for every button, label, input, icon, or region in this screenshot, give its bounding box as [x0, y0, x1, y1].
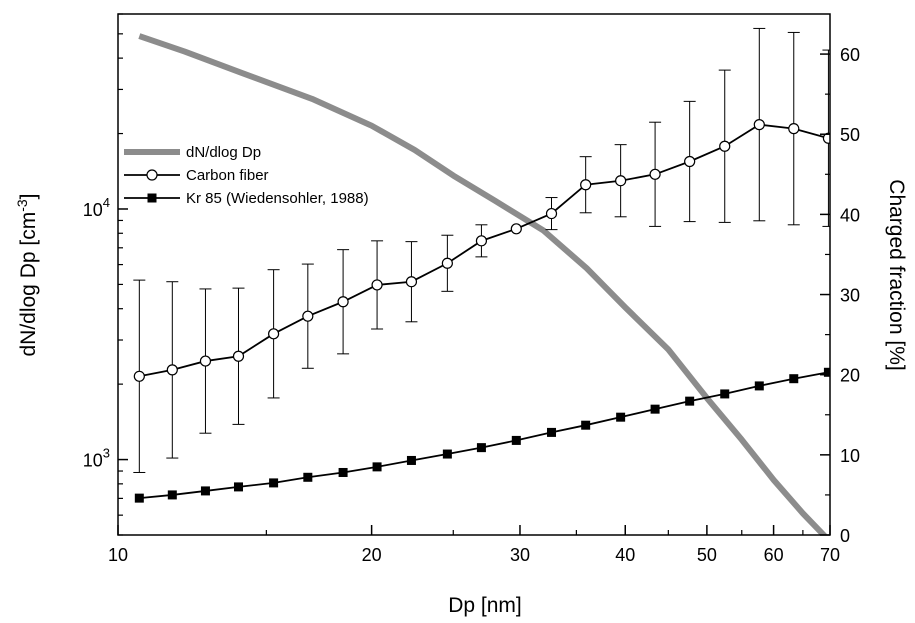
- data-point: [442, 449, 452, 459]
- series-carbon-fiber: [133, 27, 830, 473]
- y-left-tick-label: 104: [83, 195, 110, 220]
- data-point: [441, 257, 453, 269]
- legend-item: dN/dlog Dp: [124, 144, 261, 161]
- data-point: [475, 235, 488, 247]
- y-left-tick-exponent: 4: [103, 195, 110, 210]
- y-left-title-exponent: -3: [14, 199, 30, 212]
- y-left-title-main: dN/dlog Dp [cm: [17, 212, 40, 357]
- data-point: [580, 179, 592, 191]
- series-kr85: [134, 367, 830, 503]
- data-point: [269, 478, 279, 488]
- x-tick-label: 50: [697, 545, 717, 565]
- series-layer: [133, 27, 830, 535]
- data-point: [232, 350, 245, 362]
- data-point: [510, 223, 522, 235]
- legend-marker: [147, 193, 157, 203]
- data-point: [684, 155, 696, 168]
- data-point: [753, 119, 765, 131]
- y-left-axis-title: dN/dlog Dp [cm-3]: [14, 193, 40, 356]
- y-right-tick-label: 50: [840, 125, 860, 145]
- data-point: [720, 389, 730, 399]
- y-right-tick-label: 20: [840, 366, 860, 386]
- data-point: [166, 364, 178, 376]
- data-point: [547, 427, 557, 437]
- data-point: [303, 472, 313, 482]
- legend-label: dN/dlog Dp: [186, 144, 261, 161]
- legend: dN/dlog Dp Carbon fiber Kr 85 (Wiedensohle…: [124, 144, 369, 207]
- y-left-tick-exponent: 3: [103, 446, 110, 461]
- data-point: [337, 296, 349, 308]
- y-right-tick-label: 40: [840, 205, 860, 225]
- y-left-tick-base: 10: [83, 200, 103, 220]
- x-tick-label: 10: [108, 545, 128, 565]
- data-point: [372, 462, 382, 472]
- legend-label: Carbon fiber: [186, 167, 269, 184]
- data-point: [302, 310, 314, 322]
- series-line-dn-dlog-dp: [138, 33, 827, 535]
- y-right-tick-label: 30: [840, 286, 860, 306]
- data-point: [616, 412, 626, 422]
- data-point: [405, 276, 418, 288]
- x-tick-label: 60: [764, 545, 784, 565]
- legend-item: Kr 85 (Wiedensohler, 1988): [124, 190, 369, 207]
- data-point: [719, 140, 731, 152]
- data-point: [789, 374, 799, 384]
- y-right-tick-label: 10: [840, 446, 860, 466]
- x-axis-title: Dp [nm]: [448, 594, 522, 617]
- y-left-tick-label: 103: [83, 446, 110, 471]
- data-point: [199, 355, 212, 367]
- data-point: [545, 207, 558, 220]
- data-point: [338, 467, 348, 477]
- data-point: [268, 328, 280, 340]
- legend-label: Kr 85 (Wiedensohler, 1988): [186, 190, 369, 207]
- y-right-axis-title: Charged fraction [%]: [885, 179, 908, 370]
- data-point: [650, 404, 660, 414]
- y-right-tick-label: 60: [840, 45, 860, 65]
- plot-frame: [117, 13, 831, 536]
- data-point: [823, 367, 830, 377]
- x-tick-label: 70: [820, 545, 840, 565]
- x-tick-label: 30: [510, 545, 530, 565]
- data-point: [133, 370, 145, 382]
- data-point: [406, 455, 416, 465]
- legend-item: Carbon fiber: [124, 167, 269, 184]
- data-point: [200, 486, 210, 496]
- legend-marker: [146, 169, 158, 181]
- data-point: [649, 168, 661, 180]
- data-point: [167, 490, 177, 500]
- x-tick-label: 20: [362, 545, 382, 565]
- data-point: [134, 493, 144, 503]
- data-point: [233, 482, 243, 492]
- data-point: [615, 175, 627, 187]
- data-point: [822, 132, 830, 144]
- data-point: [685, 396, 695, 406]
- y-left-title-close: ]: [17, 193, 40, 199]
- y-left-tick-base: 10: [83, 451, 103, 471]
- data-point: [788, 123, 800, 135]
- data-point: [581, 420, 591, 430]
- y-right-tick-label: 0: [840, 526, 850, 546]
- x-tick-label: 40: [615, 545, 635, 565]
- data-point: [476, 443, 486, 453]
- data-point: [371, 279, 383, 291]
- data-point: [754, 381, 764, 391]
- data-point: [511, 435, 521, 445]
